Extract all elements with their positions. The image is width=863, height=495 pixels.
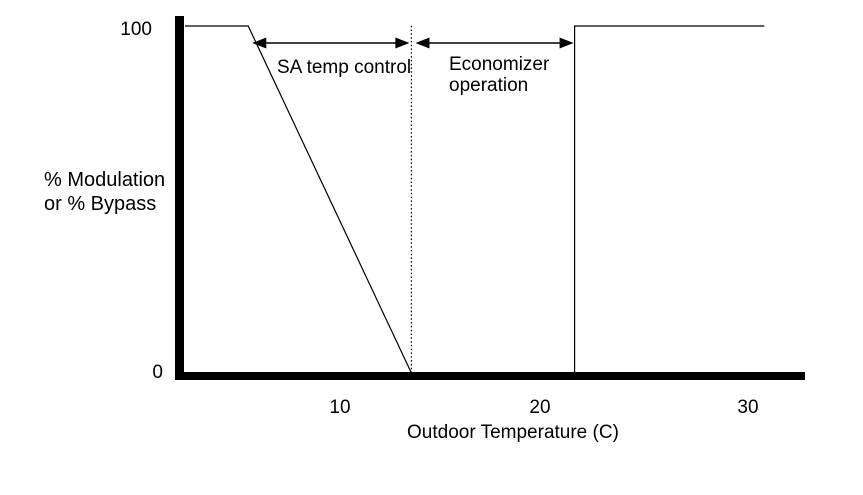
y-tick-100: 100 xyxy=(120,19,152,40)
x-tick-30: 30 xyxy=(737,397,759,418)
x-axis-label: Outdoor Temperature (C) xyxy=(407,422,619,443)
annotation-sa-temp-control: SA temp control xyxy=(277,57,412,78)
y-axis xyxy=(175,16,184,380)
x-axis xyxy=(175,372,805,380)
x-tick-10: 10 xyxy=(329,397,351,418)
series-sa-temp-modulation-ramp xyxy=(185,25,412,374)
x-tick-20: 20 xyxy=(529,397,551,418)
arrowhead-left-icon xyxy=(252,37,267,49)
annotation-economizer-operation: Economizer operation xyxy=(449,54,550,96)
arrowhead-right-icon xyxy=(559,37,574,49)
arrowhead-right-icon xyxy=(395,37,410,49)
series-economizer-high-limit xyxy=(573,25,765,373)
y-axis-label: % Modulation or % Bypass xyxy=(44,169,166,215)
y-tick-0: 0 xyxy=(152,362,163,383)
arrowhead-left-icon xyxy=(415,37,430,49)
